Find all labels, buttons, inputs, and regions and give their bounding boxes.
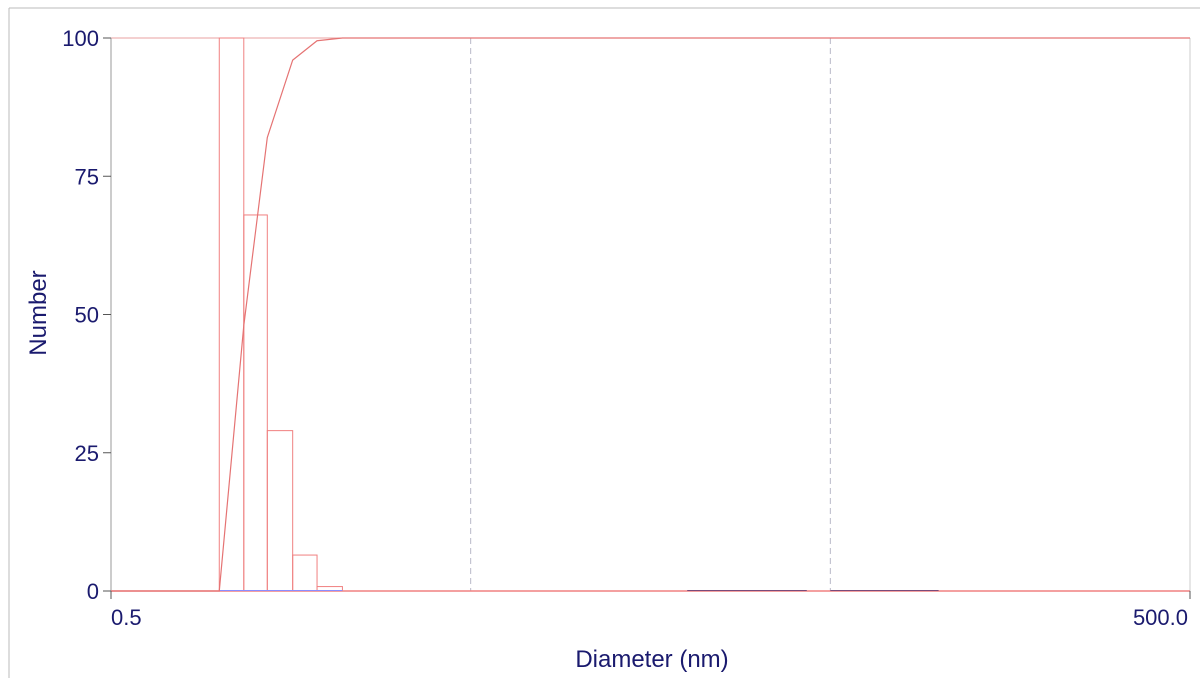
x-axis-ticks: 0.5 500.0 <box>110 591 1191 630</box>
cumulative-line <box>111 37 1190 592</box>
y-tick-label-5: 100 <box>62 26 99 51</box>
grid-lines <box>470 38 831 591</box>
y-tick-label-3: 50 <box>75 303 99 328</box>
y-tick-label-1: 0 <box>87 579 99 604</box>
x-axis-title: Diameter (nm) <box>575 646 728 673</box>
x-tick-label-1: 0.5 <box>111 605 142 630</box>
y-tick-label-2: 25 <box>75 441 99 466</box>
baseline-segments <box>111 590 1190 592</box>
y-axis-title: Number <box>25 270 52 355</box>
y-axis-ticks: 0 25 50 75 100 <box>62 26 111 604</box>
y-tick-label-4: 75 <box>75 164 99 189</box>
plot-area <box>111 38 1190 591</box>
x-tick-label-2: 500.0 <box>1133 605 1188 630</box>
